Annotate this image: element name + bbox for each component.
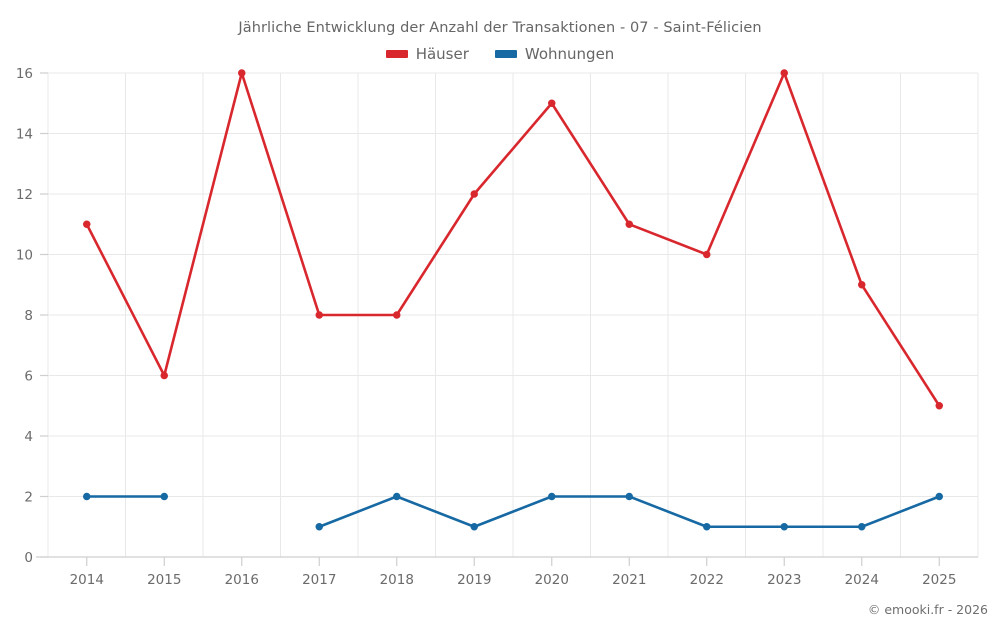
x-axis-tick-label: 2025 bbox=[922, 572, 956, 588]
data-point-marker[interactable] bbox=[238, 69, 246, 77]
data-series bbox=[83, 69, 944, 410]
data-point-marker[interactable] bbox=[858, 523, 866, 531]
x-axis-tick-label: 2019 bbox=[457, 572, 491, 588]
data-point-marker[interactable] bbox=[935, 402, 944, 410]
series-line bbox=[317, 495, 941, 529]
data-series-layer bbox=[83, 69, 944, 531]
x-axis-tick-label: 2023 bbox=[767, 572, 801, 588]
data-point-marker[interactable] bbox=[625, 492, 634, 501]
legend-swatch-wohnungen bbox=[494, 50, 517, 58]
y-axis-tick-label: 10 bbox=[16, 248, 33, 264]
chart-legend: Häuser Wohnungen bbox=[0, 45, 1000, 63]
data-point-marker[interactable] bbox=[315, 311, 324, 319]
x-axis-tick-label: 2024 bbox=[845, 572, 879, 588]
x-axis-tick-label: 2016 bbox=[225, 572, 259, 588]
legend-item-wohnungen[interactable]: Wohnungen bbox=[494, 45, 615, 63]
legend-label-wohnungen: Wohnungen bbox=[524, 45, 615, 63]
axis-lines bbox=[36, 72, 978, 566]
data-point-marker[interactable] bbox=[780, 69, 789, 77]
y-axis-tick-label: 8 bbox=[24, 308, 33, 324]
copyright-credit: © emooki.fr - 2026 bbox=[867, 602, 988, 617]
data-point-marker[interactable] bbox=[625, 220, 634, 229]
x-axis-tick-label: 2022 bbox=[690, 572, 724, 588]
data-point-marker[interactable] bbox=[858, 281, 866, 289]
y-axis-tick-label: 2 bbox=[24, 490, 33, 506]
y-axis-tick-label: 0 bbox=[24, 550, 33, 566]
x-axis-tick-label: 2020 bbox=[535, 572, 569, 588]
data-point-marker[interactable] bbox=[548, 99, 556, 108]
data-series bbox=[83, 492, 944, 531]
grid-lines bbox=[47, 72, 979, 558]
data-point-marker[interactable] bbox=[470, 523, 479, 531]
x-axis-tick-labels: 2014 2015 2016 2017 2018 2019 2020 2021 2022 2023… bbox=[70, 572, 957, 588]
data-point-marker[interactable] bbox=[470, 190, 479, 198]
series-line bbox=[85, 71, 941, 408]
data-point-marker[interactable] bbox=[83, 220, 91, 229]
x-axis-tick-label: 2021 bbox=[612, 572, 646, 588]
data-point-marker[interactable] bbox=[160, 492, 169, 501]
y-axis-tick-label: 6 bbox=[24, 369, 33, 385]
data-point-marker[interactable] bbox=[703, 250, 711, 259]
y-axis-tick-labels: 0 2 4 6 8 10 12 14 16 bbox=[16, 66, 33, 566]
data-point-marker[interactable] bbox=[548, 492, 556, 501]
data-point-marker[interactable] bbox=[315, 523, 324, 531]
x-axis-tick-label: 2018 bbox=[380, 572, 414, 588]
data-point-marker[interactable] bbox=[160, 371, 169, 380]
x-axis-tick-label: 2015 bbox=[147, 572, 181, 588]
chart-title: Jährliche Entwicklung der Anzahl der Tra… bbox=[238, 20, 762, 36]
y-axis-tick-label: 14 bbox=[16, 127, 33, 143]
y-axis-tick-label: 12 bbox=[16, 187, 33, 203]
data-point-marker[interactable] bbox=[935, 492, 944, 501]
legend-item-hauser[interactable]: Häuser bbox=[385, 45, 469, 63]
legend-swatch-hauser bbox=[385, 50, 408, 58]
y-axis-tick-label: 4 bbox=[24, 429, 33, 445]
data-point-marker[interactable] bbox=[393, 492, 401, 501]
x-axis-tick-label: 2014 bbox=[70, 572, 104, 588]
x-axis-tick-label: 2017 bbox=[302, 572, 336, 588]
y-axis-tick-label: 16 bbox=[16, 66, 33, 82]
data-point-marker[interactable] bbox=[83, 492, 91, 501]
legend-label-hauser: Häuser bbox=[415, 45, 469, 63]
data-point-marker[interactable] bbox=[703, 523, 711, 531]
data-point-marker[interactable] bbox=[780, 523, 789, 531]
data-point-marker[interactable] bbox=[393, 311, 401, 319]
